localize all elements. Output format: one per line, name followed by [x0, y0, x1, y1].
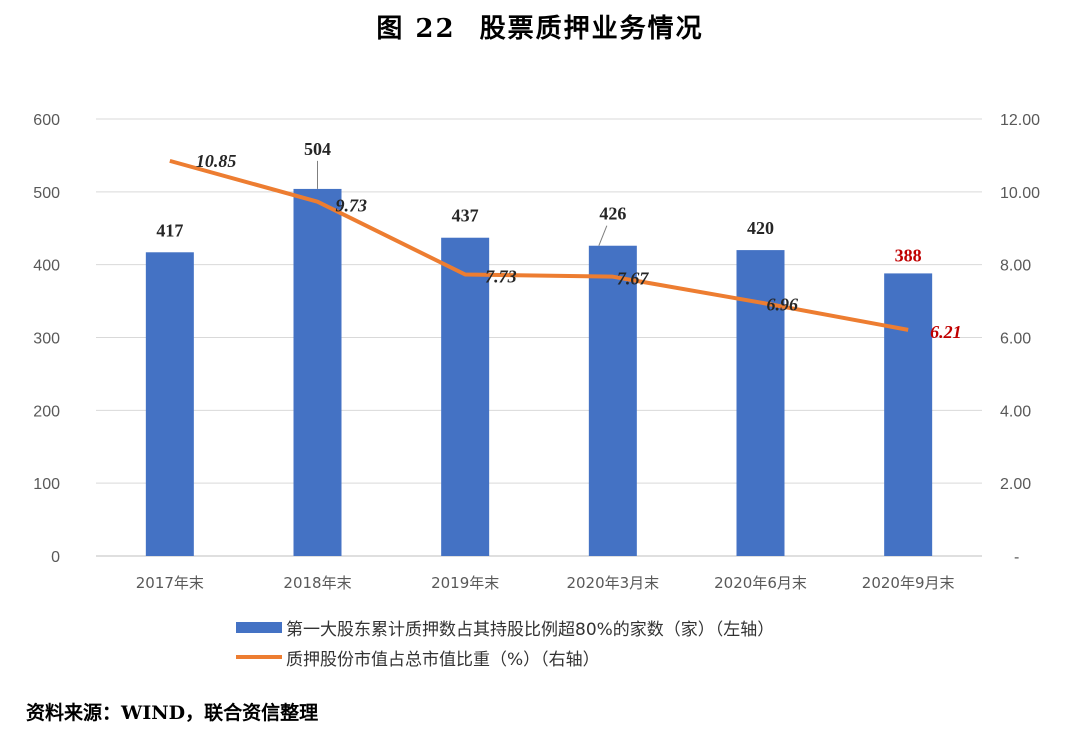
- line-data-labels: 10.85 9.73 7.73 7.67 6.96 6.21: [196, 151, 962, 342]
- bar: [441, 237, 490, 557]
- line-series: [169, 158, 909, 332]
- bar: [884, 273, 933, 556]
- figure-number: 图 22: [376, 14, 456, 44]
- left-axis-tick-label: 600: [33, 112, 60, 129]
- x-axis-tick-label: 2017年末: [136, 574, 204, 592]
- chart: 0 100 200 300 400 500 600 - 2.00 4.00 6.00 8.00 10.…: [33, 112, 1040, 592]
- bar-data-label: 504: [304, 139, 331, 159]
- x-axis-tick-label: 2019年末: [431, 574, 499, 592]
- bar: [588, 245, 637, 557]
- line-data-label: 6.96: [767, 295, 799, 315]
- legend-item-bar: 第一大股东累计质押数占其持股比例超80%的家数（家）（左轴）: [236, 612, 774, 642]
- left-axis-tick-label: 0: [51, 549, 60, 566]
- bar-data-label: 420: [747, 218, 774, 238]
- x-axis-tick-label: 2020年6月末: [714, 574, 807, 592]
- left-axis-ticks: 0 100 200 300 400 500 600: [33, 112, 60, 566]
- line-path: [169, 158, 909, 332]
- bar-data-label: 437: [452, 206, 479, 226]
- left-axis-tick-label: 200: [33, 403, 60, 420]
- legend-label-bar: 第一大股东累计质押数占其持股比例超80%的家数（家）（左轴）: [286, 619, 775, 640]
- line-data-label: 6.21: [930, 322, 962, 342]
- x-axis-tick-label: 2020年3月末: [566, 574, 659, 592]
- bar-data-label: 417: [156, 220, 183, 240]
- legend-label-line: 质押股份市值占总市值比重（%）（右轴）: [286, 649, 600, 670]
- left-axis-tick-label: 100: [33, 476, 60, 493]
- legend: 第一大股东累计质押数占其持股比例超80%的家数（家）（左轴） 质押股份市值占总市…: [236, 612, 774, 672]
- bar-data-labels: 417 504 437 426 420 388: [156, 139, 921, 265]
- chart-title: 图 22 股票质押业务情况: [0, 8, 1080, 45]
- leader-line: [598, 225, 608, 246]
- legend-item-line: 质押股份市值占总市值比重（%）（右轴）: [236, 642, 774, 672]
- right-axis-tick-label: 2.00: [1000, 476, 1031, 493]
- bar: [293, 188, 342, 557]
- x-axis-tick-label: 2018年末: [283, 574, 351, 592]
- right-axis-ticks: - 2.00 4.00 6.00 8.00 10.00 12.00: [1000, 112, 1040, 566]
- line-data-label: 9.73: [336, 196, 368, 216]
- x-axis-ticks: 2017年末 2018年末 2019年末 2020年3月末 2020年6月末 2020年9…: [136, 574, 955, 592]
- line-data-label: 7.67: [617, 269, 650, 289]
- left-axis-tick-label: 500: [33, 185, 60, 202]
- bar-series: [145, 188, 933, 557]
- gridlines: [96, 118, 982, 557]
- bar-data-label: 388: [895, 245, 922, 265]
- x-axis-tick-label: 2020年9月末: [862, 574, 955, 592]
- legend-swatch-line: [236, 655, 282, 659]
- right-axis-tick-label: 8.00: [1000, 258, 1031, 275]
- left-axis-tick-label: 300: [33, 331, 60, 348]
- line-data-label: 10.85: [196, 151, 237, 171]
- line-data-label: 7.73: [485, 266, 516, 286]
- legend-swatch-bar: [236, 621, 282, 633]
- bar: [145, 252, 194, 556]
- right-axis-tick-label: 12.00: [1000, 112, 1040, 129]
- right-axis-tick-label: 4.00: [1000, 403, 1031, 420]
- right-axis-tick-label: 10.00: [1000, 185, 1040, 202]
- bar-data-label: 426: [599, 204, 626, 224]
- right-axis-tick-label: -: [1014, 549, 1019, 566]
- leader-lines: [317, 160, 608, 246]
- source-note: 资料来源：WIND，联合资信整理: [26, 702, 319, 724]
- right-axis-tick-label: 6.00: [1000, 331, 1031, 348]
- left-axis-tick-label: 400: [33, 258, 60, 275]
- figure-title-text: 股票质押业务情况: [479, 14, 704, 44]
